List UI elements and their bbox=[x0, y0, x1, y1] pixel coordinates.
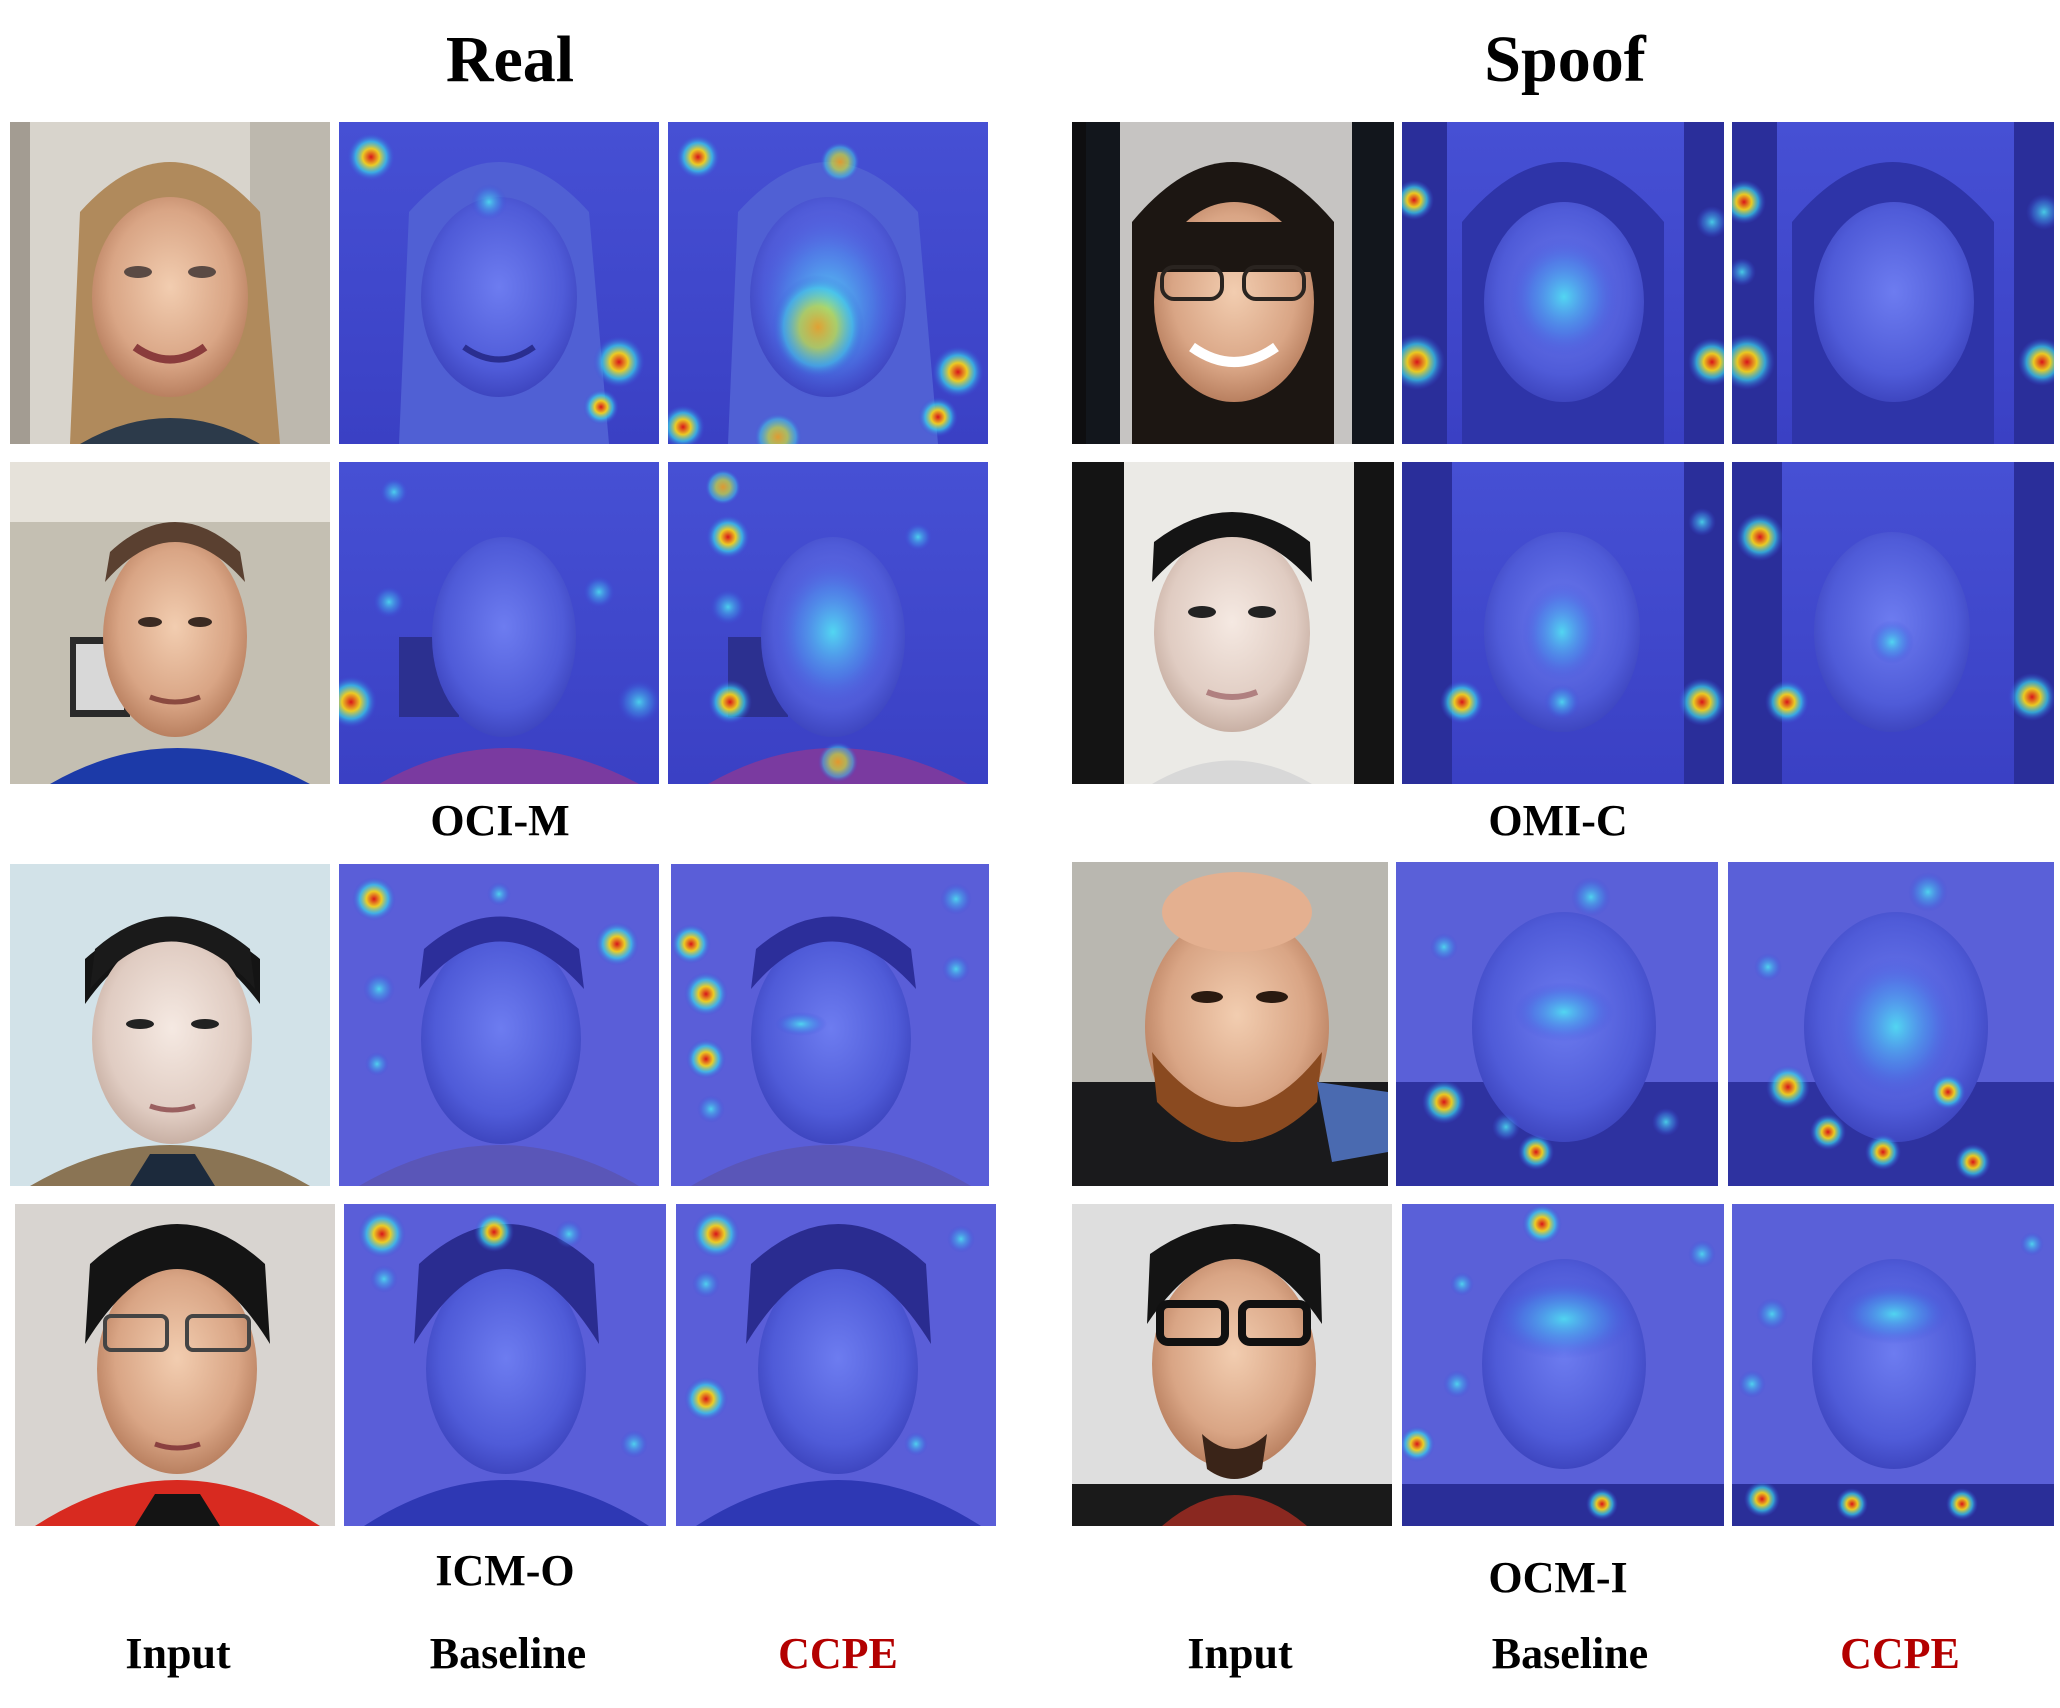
real-icm-o-row3-baseline bbox=[339, 864, 659, 1186]
spoof-ocm-i-row3-baseline bbox=[1396, 862, 1718, 1186]
spoof-omi-c-row2-ccpe bbox=[1732, 462, 2054, 784]
group-label-ocm-i: OCM-I bbox=[1488, 1553, 1628, 1602]
column-label-ccpe-right: CCPE bbox=[1840, 1629, 1960, 1678]
spoof-ocm-i-row4-baseline bbox=[1402, 1204, 1724, 1526]
column-label-baseline-left: Baseline bbox=[429, 1629, 587, 1678]
section-title-spoof: Spoof bbox=[1484, 23, 1646, 96]
real-oci-m-row2-baseline bbox=[339, 462, 659, 784]
real-oci-m-row2-ccpe bbox=[668, 462, 988, 784]
real-icm-o-row3-input bbox=[10, 864, 330, 1186]
spoof-ocm-i-row4-input bbox=[1072, 1204, 1392, 1526]
section-title-real: Real bbox=[445, 23, 575, 96]
real-oci-m-row1-baseline bbox=[339, 122, 659, 444]
real-icm-o-row4-input bbox=[15, 1204, 335, 1526]
spoof-omi-c-row1-baseline bbox=[1402, 122, 1724, 444]
spoof-omi-c-row1-ccpe bbox=[1732, 122, 2054, 444]
spoof-omi-c-row2-baseline bbox=[1402, 462, 1724, 784]
spoof-omi-c-row1-input bbox=[1072, 122, 1394, 444]
real-oci-m-row2-input bbox=[10, 462, 330, 784]
real-icm-o-row4-ccpe bbox=[676, 1204, 996, 1526]
column-label-ccpe-left: CCPE bbox=[778, 1629, 898, 1678]
real-oci-m-row1-ccpe bbox=[668, 122, 988, 444]
column-label-input-right: Input bbox=[1187, 1629, 1293, 1678]
spoof-ocm-i-row4-ccpe bbox=[1732, 1204, 2054, 1526]
spoof-omi-c-row2-input bbox=[1072, 462, 1394, 784]
group-label-icm-o: ICM-O bbox=[435, 1546, 575, 1595]
column-label-input-left: Input bbox=[125, 1629, 231, 1678]
group-label-oci-m: OCI-M bbox=[430, 796, 570, 845]
real-icm-o-row3-ccpe bbox=[671, 864, 989, 1186]
spoof-ocm-i-row3-ccpe bbox=[1728, 862, 2054, 1186]
spoof-ocm-i-row3-input bbox=[1072, 862, 1388, 1186]
real-oci-m-row1-input bbox=[10, 122, 330, 444]
group-label-omi-c: OMI-C bbox=[1488, 796, 1628, 845]
real-icm-o-row4-baseline bbox=[344, 1204, 666, 1526]
column-label-baseline-right: Baseline bbox=[1491, 1629, 1649, 1678]
